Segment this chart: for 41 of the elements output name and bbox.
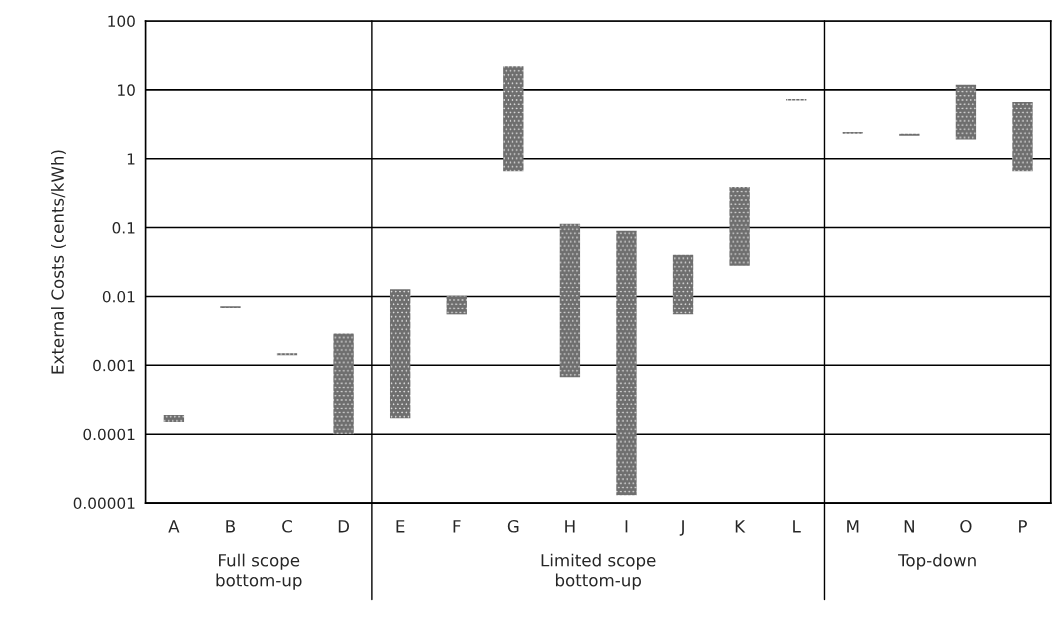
bar <box>276 353 298 356</box>
y-axis-title: External Costs (cents/kWh) <box>51 150 66 374</box>
y-tick-label: 100 <box>108 15 135 28</box>
y-tick-label: 0.0001 <box>83 428 135 441</box>
text: Limited scope bottom-up <box>541 553 656 590</box>
x-tick-label: K <box>735 520 746 533</box>
bar <box>163 414 185 423</box>
x-tick-label: A <box>168 520 180 533</box>
x-tick-label: M <box>847 520 859 533</box>
y-tick-label: 0.01 <box>102 290 135 303</box>
x-tick-label: L <box>793 520 801 533</box>
x-tick-label: H <box>565 520 575 533</box>
x-tick-label: P <box>1019 520 1027 533</box>
y-tick-label: 0.00001 <box>73 497 135 510</box>
bar <box>672 254 694 315</box>
x-tick-label: O <box>960 520 972 533</box>
bar <box>503 66 524 172</box>
bar <box>333 333 354 435</box>
bar <box>955 84 977 140</box>
bar <box>559 223 581 378</box>
x-tick-label: F <box>453 520 461 533</box>
y-tick-label: 0.1 <box>112 222 135 234</box>
x-tick-label: B <box>226 520 235 533</box>
text: Top-down <box>898 553 976 570</box>
y-tick-label: 10 <box>118 84 135 96</box>
y-tick-label: 0.001 <box>93 359 135 372</box>
bar <box>446 295 467 315</box>
x-tick-label: I <box>625 520 628 533</box>
bar <box>729 187 750 266</box>
bar <box>616 230 637 496</box>
x-tick-label: J <box>679 520 684 536</box>
bar <box>389 289 411 419</box>
y-tick-label: 1 <box>127 153 135 165</box>
x-tick-label: G <box>507 520 519 533</box>
x-tick-label: N <box>904 520 914 533</box>
x-tick-label: E <box>396 520 405 533</box>
x-tick-label: D <box>338 520 350 533</box>
bar <box>1012 102 1033 172</box>
text: Full scope bottom-up <box>216 553 302 590</box>
x-tick-label: C <box>282 520 292 533</box>
bar <box>899 133 920 136</box>
